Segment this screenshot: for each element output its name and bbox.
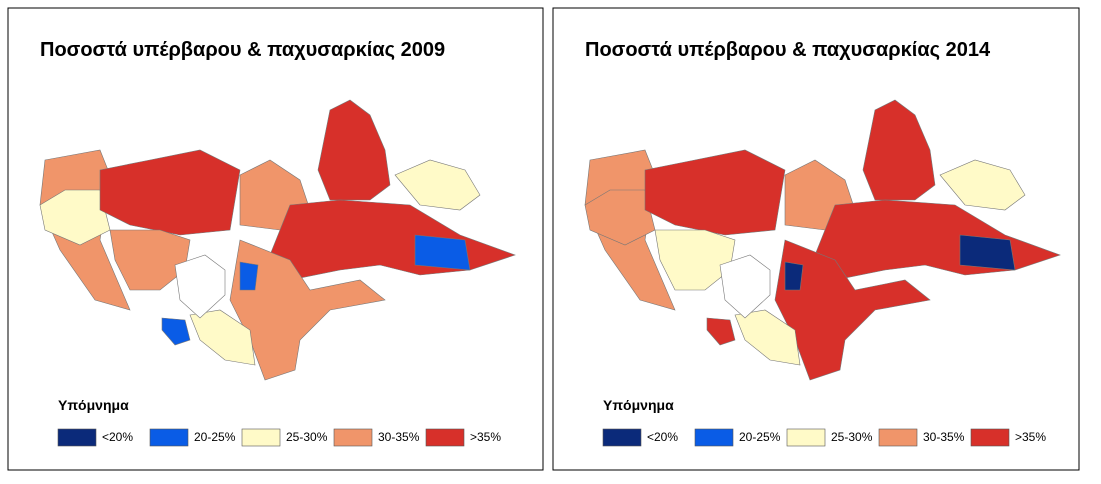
legend-label: 25-30%	[286, 430, 328, 444]
legend-swatch	[57, 428, 97, 447]
legend-label: >35%	[470, 430, 501, 444]
map	[584, 99, 1061, 381]
legend-label: 25-30%	[831, 430, 873, 444]
region	[784, 261, 804, 291]
region	[239, 261, 259, 291]
region	[189, 309, 256, 366]
legend-label: >35%	[1015, 430, 1046, 444]
region	[394, 159, 481, 211]
legend-label: 20-25%	[739, 430, 781, 444]
region	[414, 234, 471, 271]
legend-swatch	[241, 428, 281, 447]
map-title: Ποσοστά υπέρβαρου & παχυσαρκίας 2014	[585, 39, 991, 61]
region	[959, 234, 1016, 271]
region	[814, 199, 1061, 281]
panel-border	[7, 7, 544, 471]
legend-swatch	[602, 428, 642, 447]
region	[99, 149, 241, 236]
region	[734, 309, 801, 366]
region	[862, 99, 936, 201]
legend-label: 30-35%	[378, 430, 420, 444]
region	[161, 317, 191, 346]
legend-title: Υπόμνημα	[58, 397, 129, 413]
legend-swatch	[786, 428, 826, 447]
map-title: Ποσοστά υπέρβαρου & παχυσαρκίας 2009	[40, 39, 445, 61]
region	[706, 317, 736, 346]
legend-label: 20-25%	[194, 430, 236, 444]
legend-swatch	[694, 428, 734, 447]
legend-label: 30-35%	[923, 430, 965, 444]
legend-swatch	[425, 428, 465, 447]
region	[939, 159, 1026, 211]
legend-swatch	[970, 428, 1010, 447]
legend-label: <20%	[102, 430, 133, 444]
region	[269, 199, 516, 281]
legend-label: <20%	[647, 430, 678, 444]
region	[317, 99, 391, 201]
legend-swatch	[333, 428, 373, 447]
panel-border	[552, 7, 1080, 471]
bay	[174, 254, 226, 319]
region	[654, 229, 736, 291]
region	[109, 229, 191, 291]
bay	[719, 254, 771, 319]
map	[39, 99, 516, 381]
region	[644, 149, 786, 236]
legend-swatch	[149, 428, 189, 447]
legend-swatch	[878, 428, 918, 447]
legend-title: Υπόμνημα	[603, 397, 674, 413]
